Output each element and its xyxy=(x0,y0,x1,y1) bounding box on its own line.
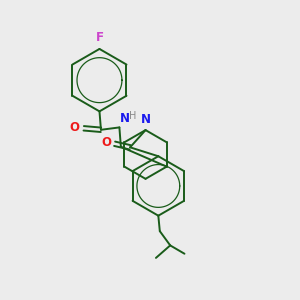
Text: O: O xyxy=(101,136,111,149)
Text: N: N xyxy=(140,113,151,126)
Text: O: O xyxy=(70,121,80,134)
Text: N: N xyxy=(120,112,130,125)
Text: F: F xyxy=(95,31,104,44)
Text: H: H xyxy=(130,111,137,121)
